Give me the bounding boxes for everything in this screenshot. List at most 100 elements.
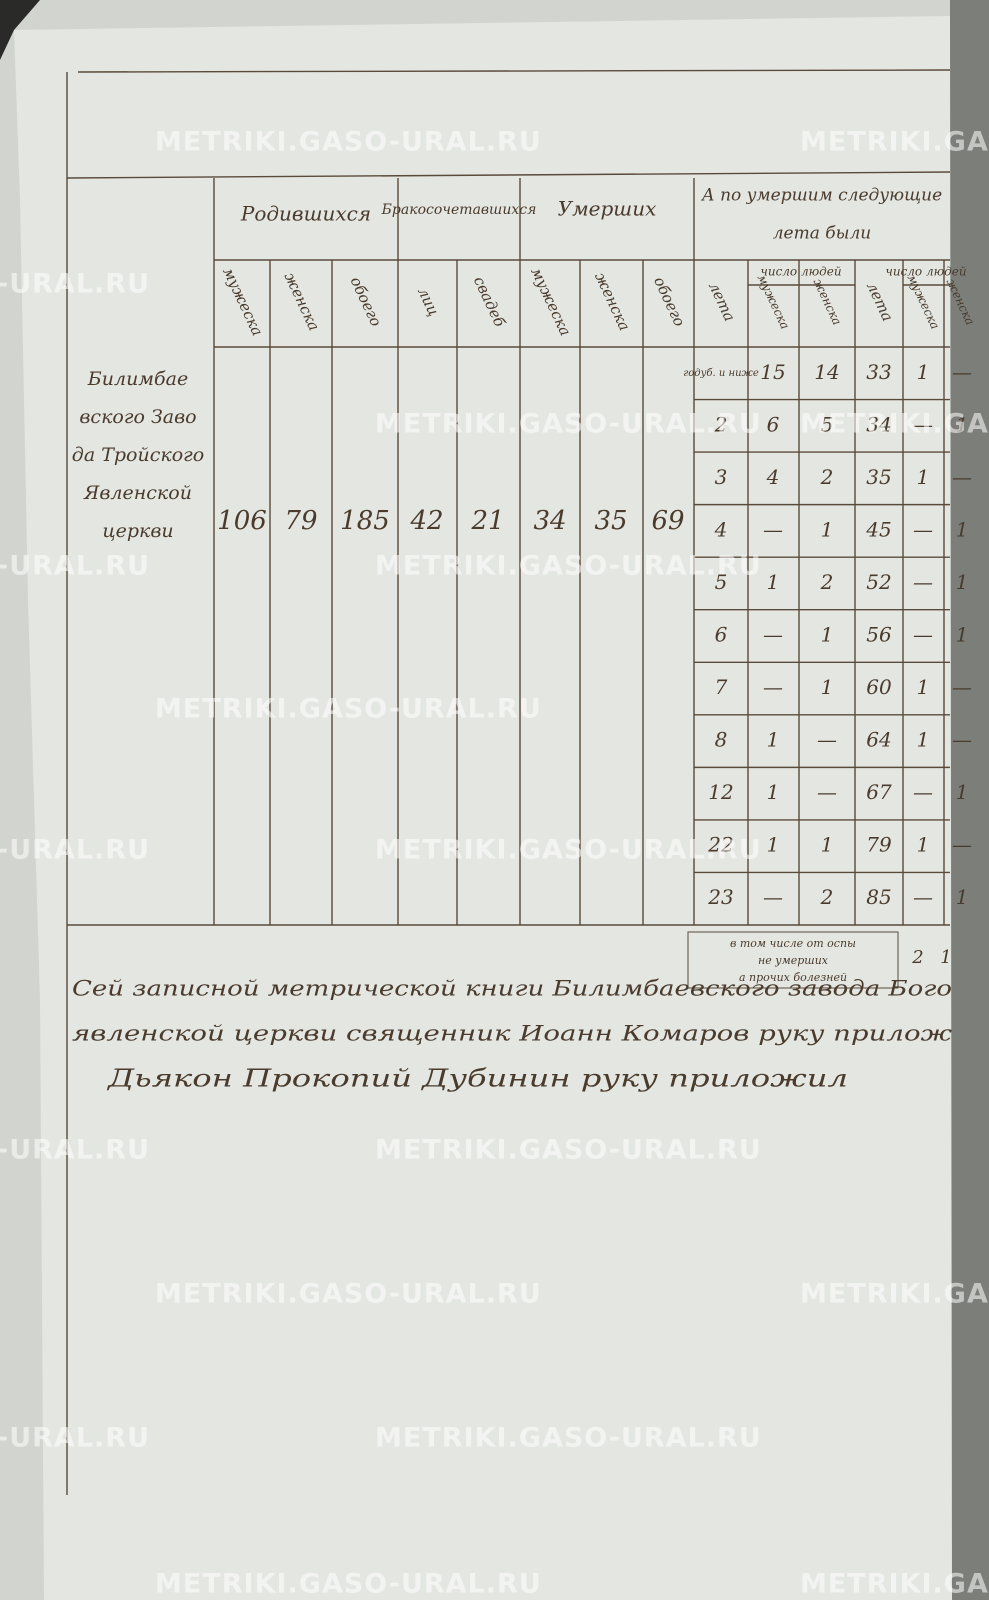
footer-note: в том числе от оспы — [730, 937, 856, 950]
age-cell: — — [913, 570, 933, 594]
watermark: METRIKI.GASO-URAL.RU — [800, 127, 989, 158]
age-cell: — — [952, 360, 972, 384]
watermark: METRIKI.GASO-URAL.RU — [155, 127, 542, 158]
footer-note: а прочих болезней — [739, 971, 847, 984]
age-cell: — — [913, 780, 933, 804]
row-label: вского Заво — [79, 406, 196, 428]
age-cell: 1 — [956, 517, 969, 541]
age-cell: 14 — [814, 360, 839, 384]
age-cell: 5 — [821, 412, 834, 436]
age-cell: 1 — [767, 780, 780, 804]
watermark: METRIKI.GASO-URAL.RU — [375, 409, 762, 440]
rule — [77, 69, 951, 73]
row-label: Билимбае — [87, 368, 188, 390]
footer-value: 1 — [940, 947, 951, 968]
age-cell: 2 — [820, 465, 834, 489]
age-cell: 1 — [917, 465, 930, 489]
age-cell: 56 — [866, 623, 892, 647]
value: 79 — [284, 506, 317, 536]
age-cell: 7 — [715, 675, 728, 699]
paper — [14, 16, 952, 1600]
age-cell: 1 — [917, 675, 930, 699]
age-cell: — — [817, 780, 837, 804]
value: 106 — [217, 506, 267, 536]
column-header: число людей — [760, 265, 841, 279]
age-cell: — — [913, 517, 933, 541]
watermark: METRIKI.GASO-URAL.RU — [800, 409, 989, 440]
header-died: Умерших — [558, 197, 657, 221]
age-cell: 1 — [821, 623, 834, 647]
age-cell: — — [913, 623, 933, 647]
age-cell: 1 — [821, 833, 834, 857]
age-cell: 1 — [767, 570, 780, 594]
watermark: METRIKI.GASO-URAL.RU — [0, 269, 150, 300]
age-cell: 35 — [866, 465, 891, 489]
row-label: Явленской — [83, 482, 192, 504]
signature: Дьякон Прокопий Дубинин руку приложил — [107, 1065, 848, 1093]
age-cell: — — [763, 623, 783, 647]
value: 21 — [470, 506, 504, 536]
age-cell: 2 — [820, 570, 834, 594]
watermark: METRIKI.GASO-URAL.RU — [155, 1569, 542, 1600]
age-cell: 1 — [917, 833, 930, 857]
watermark: METRIKI.GASO-URAL.RU — [375, 551, 762, 582]
age-cell: — — [952, 728, 972, 752]
watermark: METRIKI.GASO-URAL.RU — [800, 1569, 989, 1600]
row-label: да Тройского — [72, 444, 204, 466]
signature: явленской церкви священник Иоанн Комаров… — [72, 1022, 952, 1046]
age-cell: 15 — [760, 360, 785, 384]
age-cell: 1 — [956, 885, 969, 909]
age-cell: 67 — [866, 780, 892, 804]
age-cell: 1 — [956, 570, 969, 594]
age-cell: — — [952, 675, 972, 699]
header-married: Бракосочетавшихся — [381, 202, 537, 218]
value: 185 — [340, 506, 390, 536]
age-cell: 23 — [707, 885, 733, 909]
header-ages-sub: лета были — [773, 224, 872, 244]
value: 42 — [409, 506, 443, 536]
rule — [66, 171, 951, 179]
watermark: METRIKI.GASO-URAL.RU — [0, 835, 150, 866]
signature: Сей записной метрической книги Билимбаев… — [72, 977, 952, 1001]
age-cell: 60 — [866, 675, 892, 699]
age-cell: — — [763, 517, 783, 541]
age-cell: 33 — [866, 360, 891, 384]
header-born: Родившихся — [240, 202, 371, 226]
age-cell: 1 — [821, 517, 834, 541]
row-label: церкви — [102, 520, 173, 542]
value: 69 — [651, 506, 684, 536]
watermark: METRIKI.GASO-URAL.RU — [155, 1279, 542, 1310]
age-cell: 64 — [866, 728, 891, 752]
age-cell: 52 — [866, 570, 891, 594]
footer-value: 2 — [911, 947, 923, 968]
value: 34 — [533, 506, 566, 536]
age-cell: — — [952, 833, 972, 857]
age-cell: 2 — [820, 885, 834, 909]
value: 35 — [594, 506, 627, 536]
age-cell: 4 — [766, 465, 780, 489]
age-cell: 3 — [715, 465, 728, 489]
header-ages: А по умершим следующие — [701, 186, 942, 206]
age-cell: 6 — [715, 623, 728, 647]
age-cell: 1 — [956, 623, 969, 647]
age-cell: 79 — [866, 833, 892, 857]
age-cell: 5 — [715, 570, 728, 594]
age-cell: — — [763, 885, 783, 909]
age-cell: — — [952, 465, 972, 489]
age-cell: 45 — [865, 517, 891, 541]
age-cell: 22 — [707, 833, 733, 857]
footer-box — [687, 931, 899, 989]
watermark: METRIKI.GASO-URAL.RU — [800, 1279, 989, 1310]
watermark: METRIKI.GASO-URAL.RU — [0, 1135, 150, 1166]
age-cell: — — [913, 412, 933, 436]
age-cell: 1 — [767, 833, 780, 857]
age-cell: 1 — [956, 780, 969, 804]
watermark: METRIKI.GASO-URAL.RU — [375, 1135, 762, 1166]
age-cell: 12 — [708, 780, 733, 804]
age-cell: — — [763, 675, 783, 699]
corner — [0, 0, 40, 60]
watermark: METRIKI.GASO-URAL.RU — [375, 835, 762, 866]
footer-note: не умерших — [758, 954, 829, 967]
age-cell: годуб. и ниже — [683, 368, 759, 379]
